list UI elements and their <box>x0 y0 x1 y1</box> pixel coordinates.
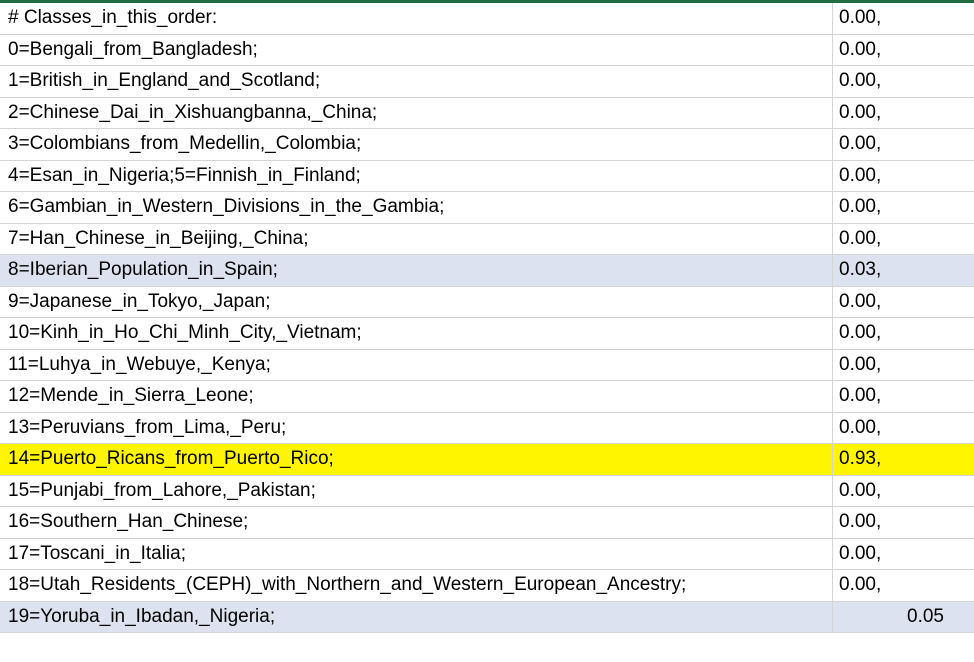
cell-label[interactable]: 14=Puerto_Ricans_from_Puerto_Rico; <box>0 444 833 475</box>
cell-label[interactable]: 0=Bengali_from_Bangladesh; <box>0 34 833 65</box>
cell-label[interactable]: 15=Punjabi_from_Lahore,_Pakistan; <box>0 475 833 506</box>
cell-value[interactable]: 0.00, <box>839 133 882 154</box>
cell-label[interactable]: 2=Chinese_Dai_in_Xishuangbanna,_China; <box>0 97 833 128</box>
table-row: 4=Esan_in_Nigeria;5=Finnish_in_Finland; … <box>0 160 974 192</box>
cell-value[interactable]: 0.00, <box>839 38 882 60</box>
table-row: 18=Utah_Residents_(CEPH)_with_Northern_a… <box>0 570 974 602</box>
cell-value[interactable]: 0.00, <box>839 574 882 595</box>
table-row: 12=Mende_in_Sierra_Leone; 0.00, <box>0 381 974 413</box>
cell-value[interactable]: 0.05 <box>907 605 944 627</box>
table-row: 9=Japanese_in_Tokyo,_Japan; 0.00, <box>0 286 974 318</box>
cell-value[interactable]: 0.00, <box>839 227 882 249</box>
cell-value[interactable]: 0.00, <box>839 322 882 343</box>
table-row: 1=British_in_England_and_Scotland; 0.00, <box>0 66 974 98</box>
cell-label[interactable]: 13=Peruvians_from_Lima,_Peru; <box>0 412 833 443</box>
table-row-selected: 8=Iberian_Population_in_Spain; 0.03, <box>0 255 974 287</box>
cell-label[interactable]: 17=Toscani_in_Italia; <box>0 538 833 569</box>
cell-label[interactable]: 8=Iberian_Population_in_Spain; <box>0 255 833 286</box>
table-row: 11=Luhya_in_Webuye,_Kenya; 0.00, <box>0 349 974 381</box>
cell-value[interactable]: 0.00, <box>839 196 882 217</box>
cell-value[interactable]: 0.00, <box>839 479 882 501</box>
cell-label[interactable]: # Classes_in_this_order: <box>0 3 833 34</box>
cell-label[interactable]: 19=Yoruba_in_Ibadan,_Nigeria; <box>0 601 833 632</box>
cell-label[interactable]: 10=Kinh_in_Ho_Chi_Minh_City,_Vietnam; <box>0 318 833 349</box>
cell-label[interactable]: 4=Esan_in_Nigeria;5=Finnish_in_Finland; <box>0 160 833 191</box>
cell-value[interactable]: 0.03, <box>839 259 882 280</box>
cell-value[interactable]: 0.00, <box>839 164 882 186</box>
sheet-top-border <box>0 0 974 3</box>
table-row: 2=Chinese_Dai_in_Xishuangbanna,_China; 0… <box>0 97 974 129</box>
cell-value[interactable]: 0.00, <box>839 385 882 406</box>
cell-value[interactable]: 0.00, <box>839 70 882 91</box>
cell-value[interactable]: 0.00, <box>839 416 882 438</box>
table-row: 15=Punjabi_from_Lahore,_Pakistan; 0.00, <box>0 475 974 507</box>
cell-label[interactable]: 12=Mende_in_Sierra_Leone; <box>0 381 833 412</box>
cell-value[interactable]: 0.00, <box>839 511 882 532</box>
table-row: 3=Colombians_from_Medellin,_Colombia; 0.… <box>0 129 974 161</box>
table-row: 0=Bengali_from_Bangladesh; 0.00, <box>0 34 974 66</box>
cell-label[interactable]: 16=Southern_Han_Chinese; <box>0 507 833 538</box>
table-row: 6=Gambian_in_Western_Divisions_in_the_Ga… <box>0 192 974 224</box>
cell-label[interactable]: 11=Luhya_in_Webuye,_Kenya; <box>0 349 833 380</box>
cell-value[interactable]: 0.00, <box>839 353 882 375</box>
cell-value[interactable]: 0.93, <box>839 448 882 469</box>
cell-label[interactable]: 1=British_in_England_and_Scotland; <box>0 66 833 97</box>
table-row: 7=Han_Chinese_in_Beijing,_China; 0.00, <box>0 223 974 255</box>
cell-value[interactable]: 0.00, <box>839 290 882 312</box>
cell-label[interactable]: 7=Han_Chinese_in_Beijing,_China; <box>0 223 833 254</box>
cell-value[interactable]: 0.00, <box>839 542 882 564</box>
table-row: # Classes_in_this_order: 0.00, <box>0 3 974 35</box>
cell-value[interactable]: 0.00, <box>839 7 882 28</box>
spreadsheet-grid: # Classes_in_this_order: 0.00, 0=Bengali… <box>0 3 974 633</box>
table-row: 17=Toscani_in_Italia; 0.00, <box>0 538 974 570</box>
table-row-selected: 19=Yoruba_in_Ibadan,_Nigeria; 0.05 <box>0 601 974 633</box>
cell-label[interactable]: 6=Gambian_in_Western_Divisions_in_the_Ga… <box>0 192 833 223</box>
table-row: 16=Southern_Han_Chinese; 0.00, <box>0 507 974 539</box>
cell-label[interactable]: 18=Utah_Residents_(CEPH)_with_Northern_a… <box>0 570 833 601</box>
table-row-highlighted: 14=Puerto_Ricans_from_Puerto_Rico; 0.93, <box>0 444 974 476</box>
cell-label[interactable]: 9=Japanese_in_Tokyo,_Japan; <box>0 286 833 317</box>
table-row: 13=Peruvians_from_Lima,_Peru; 0.00, <box>0 412 974 444</box>
cell-label[interactable]: 3=Colombians_from_Medellin,_Colombia; <box>0 129 833 160</box>
cell-value[interactable]: 0.00, <box>839 101 882 123</box>
table-row: 10=Kinh_in_Ho_Chi_Minh_City,_Vietnam; 0.… <box>0 318 974 350</box>
